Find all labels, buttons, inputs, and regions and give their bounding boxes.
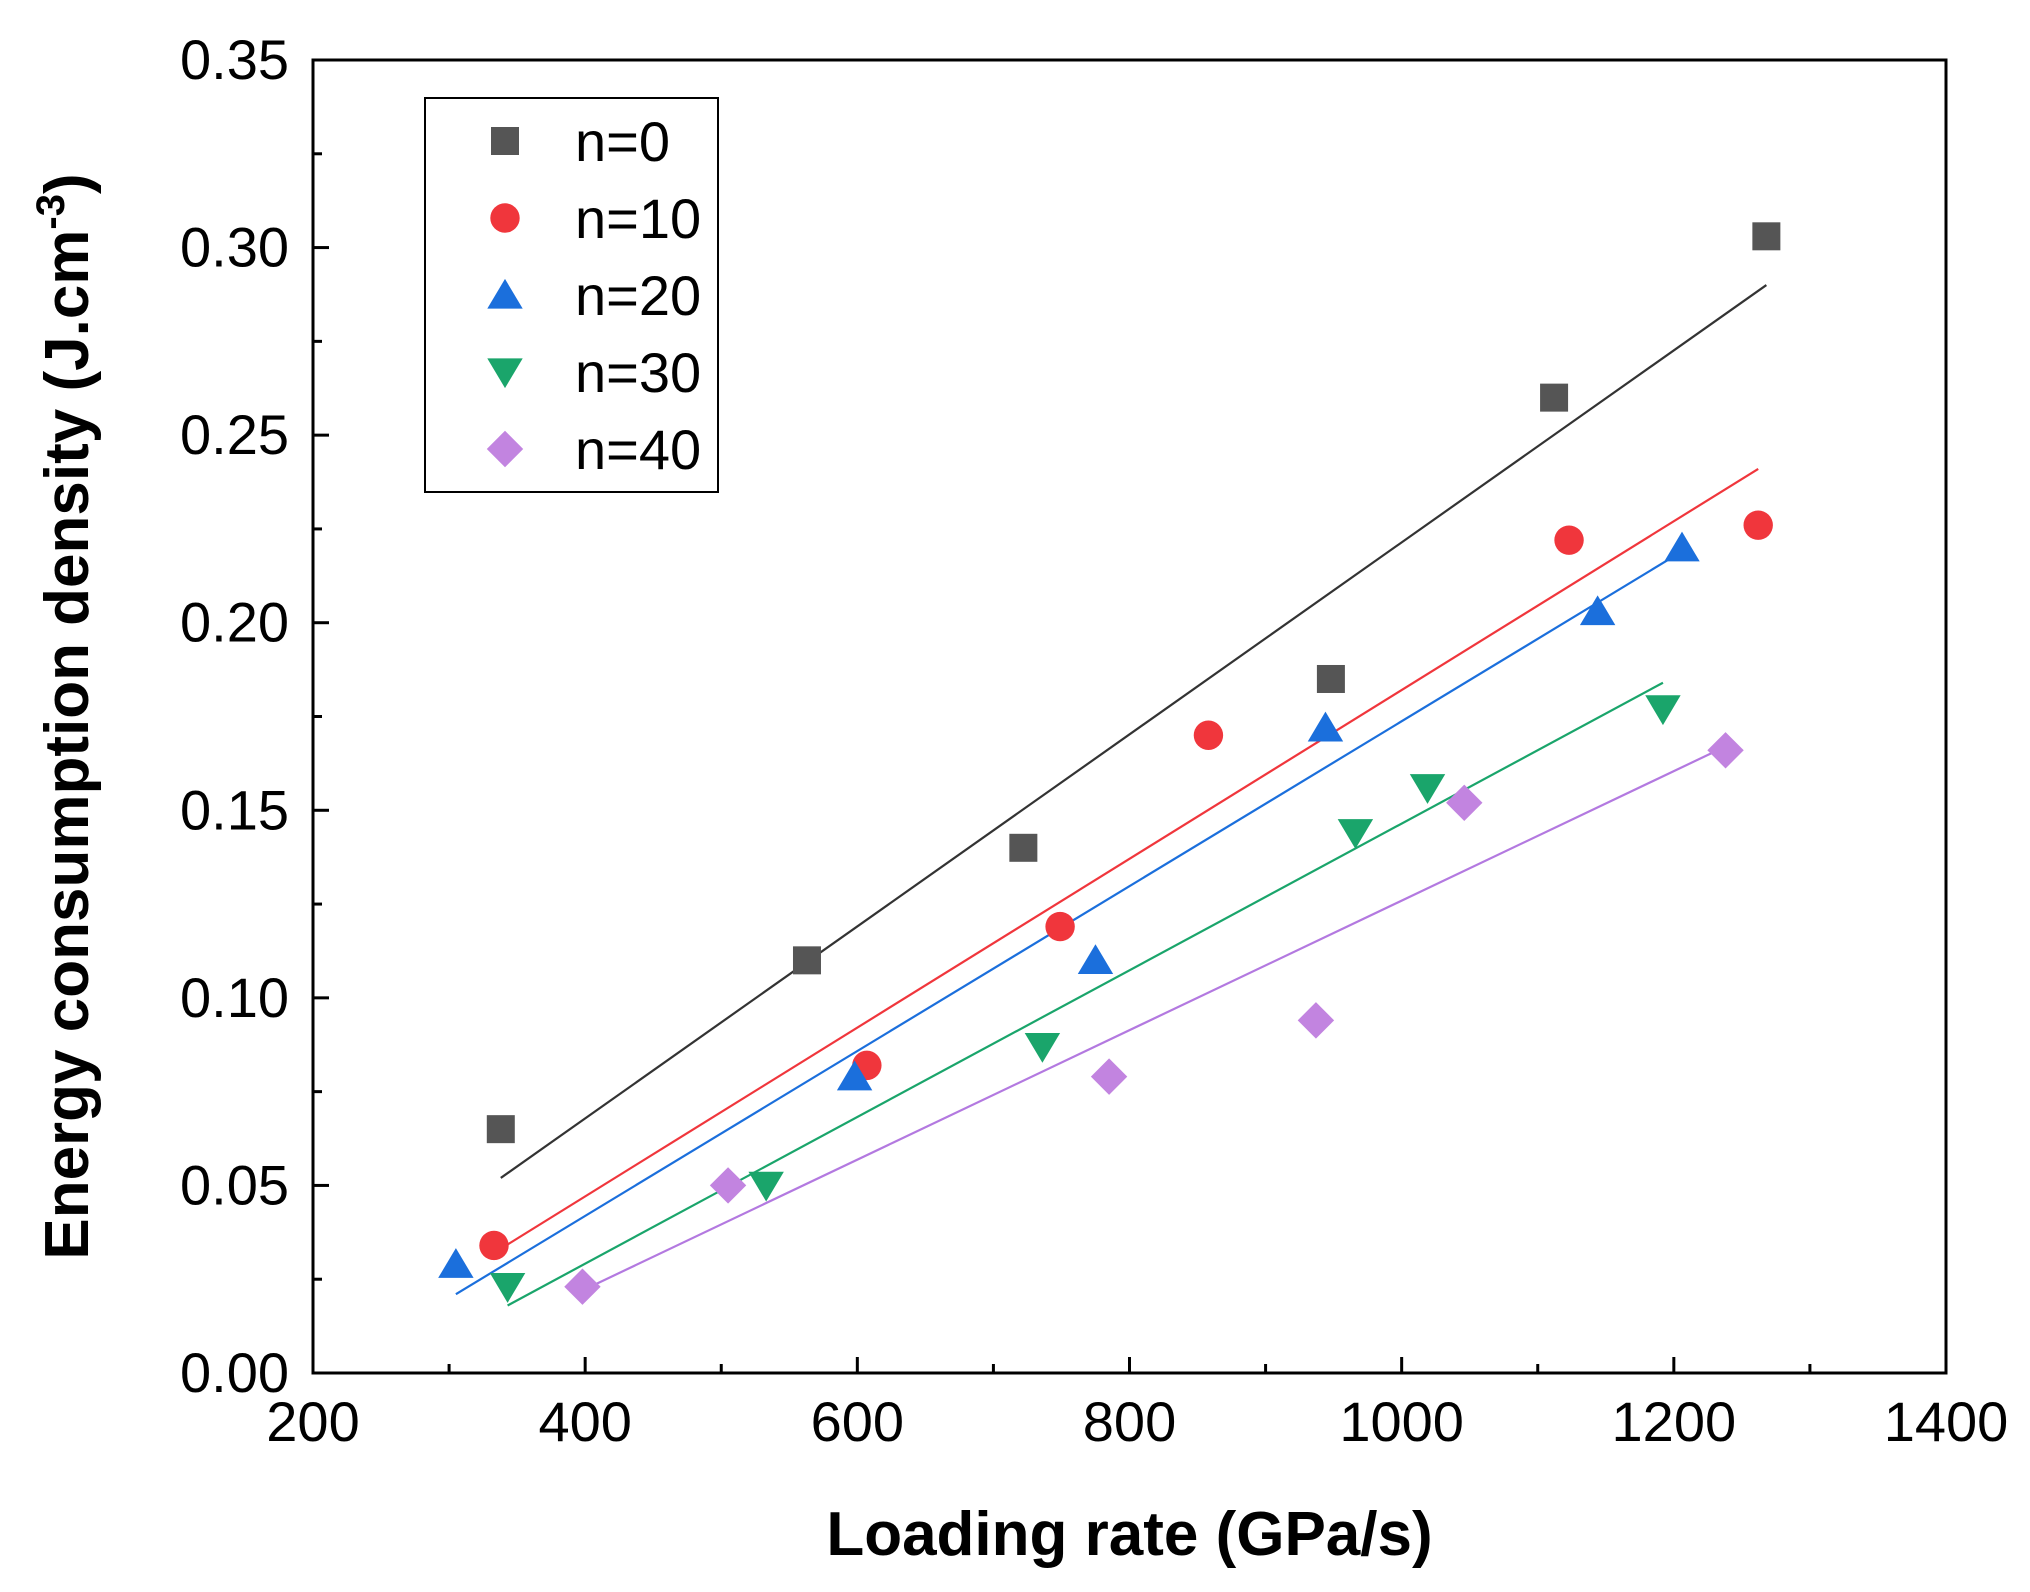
x-tick-label: 1000	[1339, 1390, 1464, 1453]
data-point-n=40	[1297, 1002, 1335, 1039]
legend-marker-n=30	[487, 358, 523, 389]
y-tick-label: 0.35	[180, 28, 289, 91]
y-tick-label: 0.05	[180, 1153, 289, 1216]
data-point-n=30	[748, 1171, 784, 1202]
legend-box	[424, 97, 719, 493]
data-point-n=0	[792, 946, 821, 975]
data-point-n=40	[1446, 784, 1483, 821]
legend-label: n=0	[575, 110, 670, 173]
data-point-n=20	[1664, 531, 1700, 562]
data-points	[438, 222, 1781, 1305]
data-point-n=30	[1645, 695, 1681, 726]
y-tick-label: 0.00	[180, 1341, 289, 1404]
data-point-n=30	[1024, 1032, 1061, 1063]
y-tick-label: 0.10	[180, 966, 289, 1029]
y-axis-title-superscript: -3	[29, 194, 73, 230]
fit-line-n=30	[507, 681, 1664, 1307]
data-point-n=30	[1337, 819, 1374, 849]
x-tick-label: 600	[811, 1390, 904, 1453]
data-point-n=20	[1307, 711, 1344, 742]
y-axis-title-main: Energy consumption density (J.cm	[33, 230, 102, 1260]
data-point-n=20	[1077, 944, 1114, 975]
fit-line-n=10	[493, 467, 1759, 1254]
data-point-n=40	[564, 1268, 601, 1305]
data-point-n=20	[1579, 595, 1616, 626]
y-tick-label: 0.30	[180, 216, 289, 279]
legend: n=0 n=10 n=20 n=30 n=40	[424, 97, 719, 493]
data-point-n=0	[1540, 383, 1569, 412]
data-point-n=10	[1554, 525, 1584, 555]
legend-marker-n=0	[491, 127, 519, 155]
legend-label: n=20	[575, 264, 701, 327]
y-axis-title: Energy consumption density (J.cm-3)	[29, 173, 102, 1259]
legend-marker-n=10	[490, 203, 520, 233]
data-point-n=40	[1707, 732, 1744, 769]
data-point-n=40	[1090, 1058, 1128, 1095]
legend-label: n=30	[575, 341, 701, 404]
x-tick-label: 1200	[1612, 1390, 1737, 1453]
legend-marker-n=40	[486, 430, 524, 468]
data-point-n=0	[1316, 664, 1345, 693]
x-tick-label: 200	[266, 1390, 359, 1453]
x-tick-label: 800	[1083, 1390, 1176, 1453]
y-axis-title-close: )	[33, 173, 102, 194]
data-point-n=20	[438, 1248, 474, 1278]
data-point-n=10	[1045, 911, 1075, 942]
x-tick-label: 1400	[1884, 1390, 2009, 1453]
data-point-n=10	[1743, 510, 1773, 540]
y-tick-label: 0.25	[180, 403, 289, 466]
x-tick-label: 400	[538, 1390, 631, 1453]
fit-line-n=0	[500, 284, 1768, 1179]
data-point-n=10	[479, 1230, 509, 1261]
data-point-n=0	[486, 1115, 515, 1144]
legend-marker-n=20	[487, 278, 523, 309]
legend-label: n=10	[575, 187, 701, 250]
data-point-n=30	[489, 1273, 526, 1303]
y-tick-label: 0.15	[180, 778, 289, 841]
legend-label: n=40	[575, 418, 701, 481]
axis-ticks: 200 400 600 800 1000 1200 1400 0.00 0.05 0.10 0.15…	[180, 28, 2008, 1453]
data-point-n=0	[1009, 833, 1038, 862]
data-point-n=10	[1193, 720, 1224, 750]
data-point-n=0	[1752, 222, 1781, 251]
data-point-n=30	[1409, 774, 1446, 804]
data-point-n=40	[709, 1167, 747, 1204]
fit-line-n=40	[581, 745, 1727, 1292]
x-axis-title: Loading rate (GPa/s)	[826, 1500, 1432, 1569]
y-tick-label: 0.20	[180, 591, 289, 654]
data-point-n=20	[836, 1060, 873, 1091]
